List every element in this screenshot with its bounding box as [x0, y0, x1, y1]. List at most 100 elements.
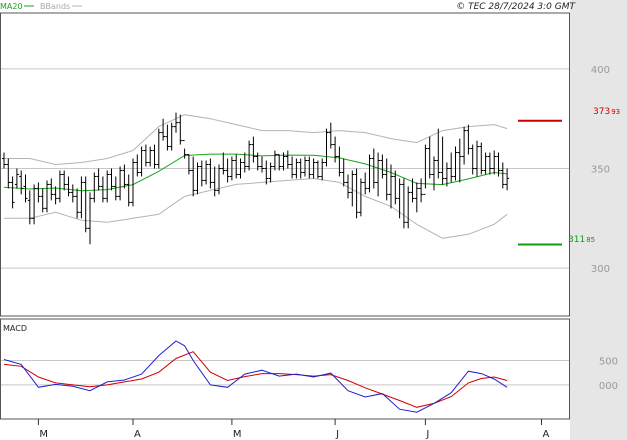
ohlc-bar [247, 140, 252, 171]
y-axis-labels: 400 350 300 500 000 [591, 65, 618, 392]
ohlc-bar [148, 146, 153, 167]
ohlc-bar [6, 158, 11, 189]
macd-tick-label: 500 [599, 356, 618, 367]
ohlc-bar [475, 140, 479, 177]
ohlc-bar [432, 156, 436, 191]
support-level-dec: 85 [586, 236, 595, 244]
ohlc-bar [414, 182, 419, 213]
ohlc-bar [281, 152, 286, 171]
ohlc-bar [354, 168, 359, 219]
ohlc-bar [96, 168, 101, 191]
ohlc-bar [346, 174, 350, 199]
ohlc-bar [234, 154, 239, 179]
ohlc-bar [483, 152, 488, 175]
ohlc-bar [135, 154, 140, 177]
bbands-legend-label: BBands [40, 2, 70, 11]
ohlc-bar [328, 122, 333, 149]
ohlc-bar [444, 162, 449, 187]
ohlc-bar [324, 128, 329, 167]
ohlc-bar [470, 144, 475, 175]
ohlc-bar [70, 184, 75, 203]
ohlc-bar [204, 160, 209, 185]
ohlc-bar [174, 112, 178, 133]
ohlc-bar [169, 122, 174, 151]
ohlc-bar [505, 168, 510, 191]
ohlc-bar [285, 150, 290, 169]
price-panel [0, 12, 570, 317]
ohlc-bar [2, 152, 6, 169]
ohlc-bar [272, 150, 277, 171]
ohlc-bar [268, 162, 273, 183]
right-axis-area [570, 0, 627, 440]
price-tick-label: 350 [591, 164, 610, 175]
x-tick-label: J [335, 429, 339, 440]
ohlc-bar [238, 158, 243, 179]
macd-gridlines [1, 359, 569, 386]
ohlc-bar [143, 144, 148, 167]
ohlc-bar [264, 160, 269, 185]
ohlc-bar [376, 152, 381, 197]
macd-tick-label: 000 [599, 381, 618, 392]
ohlc-bar [290, 156, 295, 179]
ohlc-bar [229, 156, 234, 181]
ohlc-bar [225, 158, 230, 183]
ohlc-bar [92, 172, 97, 203]
ohlc-bar [298, 158, 303, 179]
ohlc-bar [105, 170, 110, 203]
x-tick-label: M [39, 429, 48, 440]
ohlc-bar [311, 158, 316, 179]
ohlc-bar [152, 144, 157, 169]
ohlc-bar [10, 176, 15, 209]
ohlc-bar [88, 192, 92, 245]
ohlc-bar [242, 152, 247, 173]
ohlc-bar [260, 156, 264, 173]
ohlc-bar [113, 176, 118, 201]
ohlc-bar [75, 188, 80, 219]
ohlc-bar [423, 144, 428, 195]
ohlc-bar [449, 152, 454, 183]
ohlc-bar [45, 180, 49, 213]
ohlc-bar [122, 164, 127, 189]
price-tick-label: 400 [591, 65, 610, 76]
ohlc-bar [156, 128, 161, 169]
ohlc-bar [440, 136, 445, 185]
ohlc-bar [436, 128, 441, 179]
ohlc-bar [118, 166, 123, 201]
ohlc-bar [208, 158, 213, 189]
ohlc-bar [500, 162, 505, 189]
ohlc-bar [100, 176, 105, 203]
ohlc-bar [126, 174, 131, 207]
ohlc-bar [367, 154, 372, 193]
ohlc-bar [479, 142, 484, 175]
ohlc-bar [496, 152, 501, 177]
ohlc-bar [307, 156, 312, 179]
ohlc-bar [195, 162, 200, 195]
ohlc-bar [380, 154, 385, 179]
ohlc-bar [410, 178, 415, 203]
ohlc-bar [487, 152, 492, 175]
ohlc-bar [419, 178, 424, 203]
ohlc-bar [14, 168, 19, 189]
ohlc-bar [109, 168, 114, 191]
x-tick-label: M [233, 429, 242, 440]
ohlc-bar [251, 136, 256, 163]
ohlc-bar [19, 170, 24, 195]
ohlc-bar [66, 176, 71, 197]
ohlc-bar [199, 160, 204, 187]
copyright-text: © TEC 28/7/2024 3:0 GMT [456, 2, 576, 12]
ohlc-bar [139, 146, 144, 177]
ohlc-bar [315, 160, 320, 179]
ohlc-bar [255, 152, 260, 171]
ohlc-bar [303, 156, 307, 177]
ohlc-bar [79, 176, 84, 219]
ohlc-bar [27, 190, 32, 225]
ohlc-bar [277, 154, 282, 171]
resistance-level-label: 37393 [593, 107, 620, 117]
ohlc-bar [49, 178, 54, 201]
ohlc-bar [57, 170, 62, 203]
ohlc-bar [182, 140, 187, 159]
ohlc-bar [350, 170, 355, 207]
x-tick-label: A [543, 429, 550, 440]
